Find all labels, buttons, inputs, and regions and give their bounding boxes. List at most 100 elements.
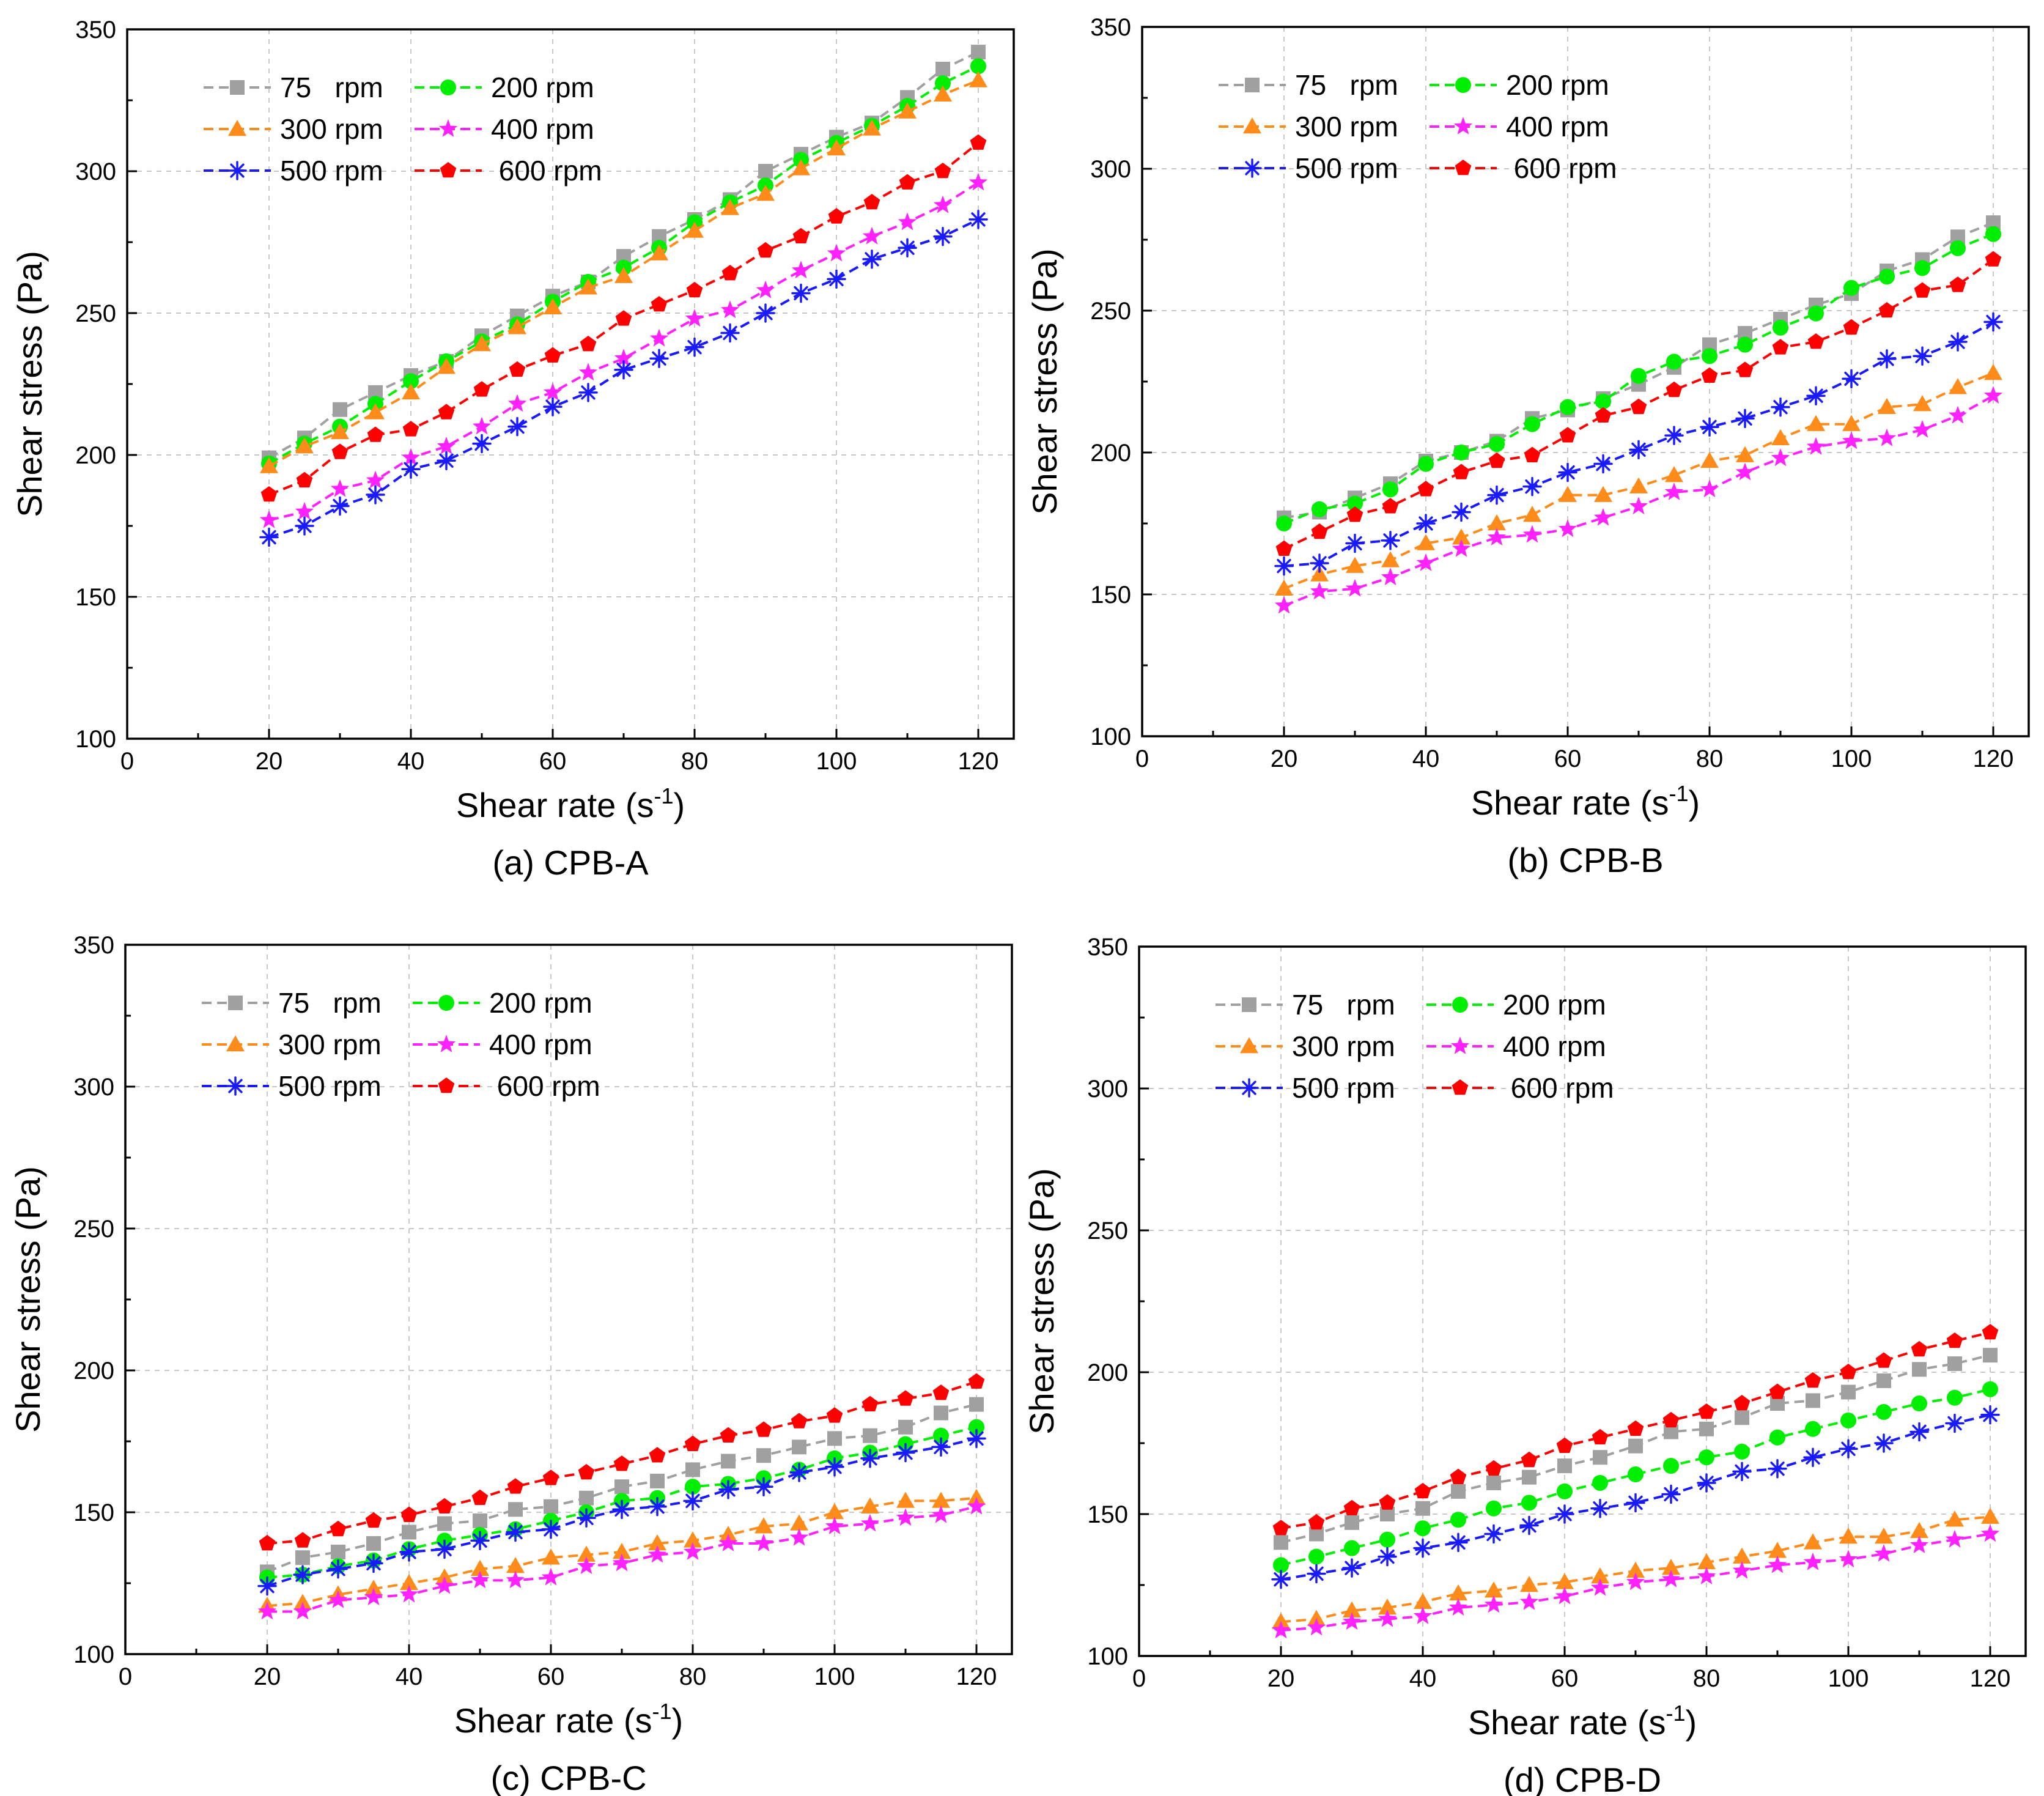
- legend-item: 300 rpm: [1219, 111, 1398, 142]
- legend-marker: [438, 995, 454, 1011]
- data-point: [1877, 428, 1897, 446]
- x-tick-label: 0: [120, 748, 134, 775]
- data-point: [720, 1427, 737, 1443]
- data-point: [1312, 501, 1327, 517]
- data-point: [257, 1576, 277, 1596]
- data-point: [471, 1559, 489, 1576]
- data-point: [791, 261, 811, 279]
- data-point: [580, 336, 597, 352]
- data-point: [1875, 1352, 1892, 1368]
- panel-d-y-axis-title: Shear stress (Pa): [1022, 1168, 1061, 1435]
- data-point: [970, 58, 986, 75]
- data-point: [1342, 1612, 1362, 1630]
- data-point: [1592, 1474, 1608, 1491]
- data-point: [648, 1496, 667, 1517]
- panel-a-caption: (a) CPB-A: [492, 843, 649, 882]
- data-point: [1701, 367, 1718, 383]
- data-point: [1878, 397, 1896, 415]
- data-point: [1804, 1372, 1821, 1388]
- series-d-1: [1273, 1381, 1998, 1573]
- legend-item: 75 rpm: [1216, 989, 1395, 1021]
- data-point: [509, 361, 526, 377]
- data-point: [756, 1448, 771, 1463]
- data-point: [330, 479, 350, 497]
- x-tick-label: 0: [1135, 745, 1149, 772]
- legend-item: 75 rpm: [1219, 69, 1398, 101]
- panel-c-caption: (c) CPB-C: [490, 1759, 646, 1796]
- legend-marker: [227, 161, 247, 180]
- data-point: [295, 516, 314, 536]
- data-point: [1803, 1447, 1823, 1467]
- data-point: [863, 1428, 877, 1443]
- data-point: [649, 1447, 666, 1463]
- data-point: [437, 1516, 452, 1531]
- y-tick-label: 350: [1087, 934, 1128, 961]
- data-point: [1628, 1466, 1644, 1483]
- data-point: [1983, 312, 2003, 332]
- data-point: [399, 1542, 419, 1562]
- data-point: [1594, 486, 1612, 502]
- data-point: [969, 210, 988, 229]
- x-tick-label: 100: [1828, 1665, 1869, 1692]
- data-point: [931, 1505, 951, 1523]
- data-point: [861, 1497, 879, 1513]
- x-tick-label: 20: [1271, 745, 1298, 772]
- data-point: [1769, 1429, 1785, 1446]
- legend-marker: [226, 1076, 245, 1096]
- data-point: [1345, 533, 1365, 553]
- data-point: [754, 1477, 773, 1496]
- data-point: [898, 212, 917, 231]
- data-point: [1524, 416, 1540, 432]
- data-point: [1556, 1437, 1573, 1453]
- data-point: [684, 1531, 702, 1548]
- legend-marker: [440, 79, 456, 95]
- x-tick-label: 60: [537, 1663, 565, 1690]
- series-c-5: [259, 1373, 985, 1551]
- data-point: [1627, 1420, 1644, 1436]
- data-point: [365, 1512, 382, 1528]
- data-point: [1946, 1510, 1964, 1527]
- data-point: [932, 1491, 950, 1508]
- series-d-2: [1272, 1507, 1999, 1629]
- panel-d: 0 20 40 60 80 100 120 100 150 200 250 300 350 Shear r…: [1022, 934, 2027, 1796]
- data-point: [1661, 1484, 1681, 1504]
- data-point: [969, 172, 988, 191]
- data-point: [1909, 1535, 1929, 1553]
- series-b-4: [1274, 312, 2003, 576]
- data-point: [1875, 1528, 1893, 1544]
- data-point: [1560, 399, 1576, 415]
- data-point: [1590, 1578, 1610, 1596]
- data-point: [403, 373, 419, 390]
- x-tick-label: 60: [1551, 1665, 1579, 1692]
- data-point: [1735, 408, 1755, 429]
- data-point: [1839, 1528, 1858, 1544]
- series-line: [267, 1403, 977, 1573]
- legend-label: 75 rpm: [1292, 989, 1395, 1021]
- data-point: [1948, 405, 1968, 424]
- data-point: [1981, 1507, 1999, 1524]
- data-point: [650, 1473, 665, 1488]
- data-point: [1519, 1515, 1539, 1535]
- data-point: [542, 1469, 559, 1485]
- y-tick-label: 250: [1087, 1218, 1128, 1244]
- legend-label: 200 rpm: [489, 987, 592, 1019]
- data-point: [934, 85, 952, 102]
- y-tick-label: 250: [75, 300, 116, 327]
- data-point: [1879, 268, 1895, 285]
- series-c-3: [257, 1496, 986, 1620]
- data-point: [1595, 393, 1611, 410]
- legend-label: 300 rpm: [278, 1029, 382, 1060]
- data-point: [1343, 1499, 1360, 1515]
- data-point: [1308, 1548, 1324, 1565]
- x-tick-label: 20: [256, 748, 283, 775]
- data-point: [473, 381, 490, 397]
- panel-d-ticks: [1138, 945, 1991, 1657]
- data-point: [860, 1449, 880, 1468]
- legend-item: 400 rpm: [1430, 111, 1609, 142]
- data-point: [1734, 1443, 1750, 1460]
- data-point: [1595, 407, 1612, 423]
- data-point: [935, 75, 951, 92]
- data-point: [1665, 466, 1683, 482]
- panel-a-ticks: [126, 28, 980, 740]
- series-a-3: [259, 172, 988, 528]
